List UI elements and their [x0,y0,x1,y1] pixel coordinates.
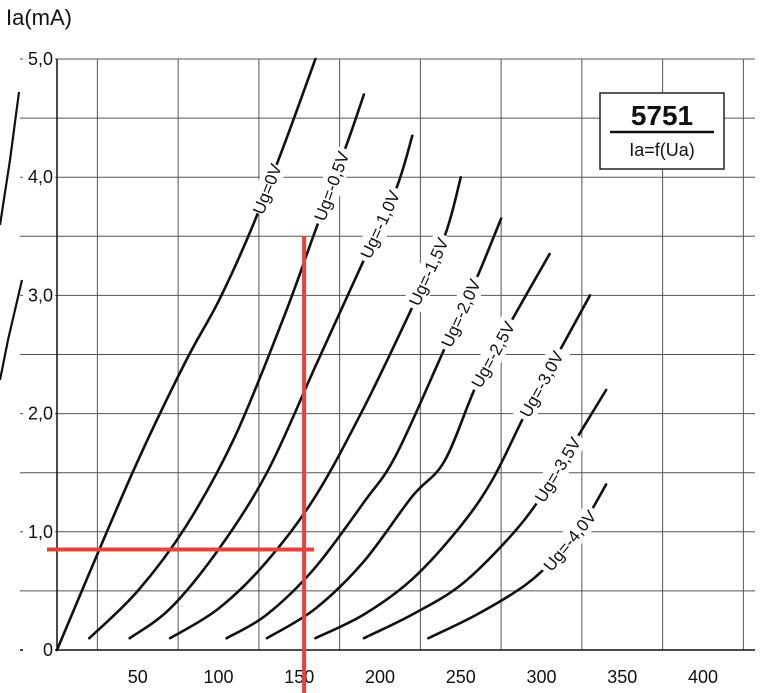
curve-label-group: Ug=-4,0V [536,502,604,579]
legend-box: 5751 Ia=f(Ua) [599,92,725,170]
curve-label-bg [401,231,456,313]
curve-label: Ug=0V [249,161,286,217]
cropped-curve [0,91,21,226]
curve-label-bg [247,160,287,218]
curve-line [427,483,608,640]
x-tick-label: 300 [526,667,556,687]
y-tick-label: 2,0 [28,404,53,424]
curve-label: Ug=-3,5V [531,434,585,506]
curve-label-group: Ug=-0,5V [307,144,356,228]
curve-label: Ug=-0,5V [311,148,354,223]
curve-label: Ug=-3,0V [516,347,568,420]
curve-label: Ug=-4,0V [540,507,601,575]
curve-label-bg [353,183,407,266]
x-tick-label: 250 [446,667,476,687]
curve-label-group: Ug=-3,0V [512,343,571,425]
tick-labels: 50 100 150 200 250 300 350 400 0 1,0 2,0 3,0 4,0 5,0 [23,46,718,687]
y-tick-label: 3,0 [28,285,53,305]
y-tick-background [23,637,55,657]
chart-title: 5751 [631,100,693,131]
chart-subtitle: Ia=f(Ua) [629,140,695,160]
curve-label-group: Ug=-3,5V [527,429,588,510]
y-tick-label: 5,0 [28,49,53,69]
y-tick-label: 4,0 [28,167,53,187]
x-tick-label: 400 [688,667,718,687]
cropped-curve [0,279,24,381]
curve-label-bg [464,314,522,395]
x-tick-label: 50 [128,667,148,687]
curve-label-group: Ug=-1,5V [401,231,456,313]
curve-line [265,252,551,640]
y-tick-background [23,164,55,185]
y-tick-label: 0 [43,640,53,660]
y-tick-label: 1,0 [28,522,53,542]
y-tick-background [23,282,55,303]
curve-label-group: Ug=-2,0V [434,272,488,354]
x-tick-label: 350 [607,667,637,687]
y-tick-background [23,400,55,421]
curve-label-group: Ug=0V [247,160,287,218]
grid [20,58,755,651]
curve-line [55,57,317,652]
y-tick-background [23,46,55,66]
operating-point-markers [47,236,315,693]
curve-label-bg [536,502,604,579]
y-tick-background [23,518,55,539]
curve-label-bg [527,429,588,510]
curve-label-bg [307,144,356,228]
x-tick-label: 100 [203,667,233,687]
left-cropped-partial-chart [0,91,24,381]
x-tick-label: 150 [284,667,314,687]
x-tick-label: 200 [365,667,395,687]
y-axis-label: Ia(mA) [6,5,72,30]
curve-label-bg [434,272,488,354]
curve-label-group: Ug=-1,0V [353,183,407,266]
cropped-label-bg [0,258,10,298]
cropped-label-bg [0,110,10,140]
curve-label-bg [512,343,571,425]
